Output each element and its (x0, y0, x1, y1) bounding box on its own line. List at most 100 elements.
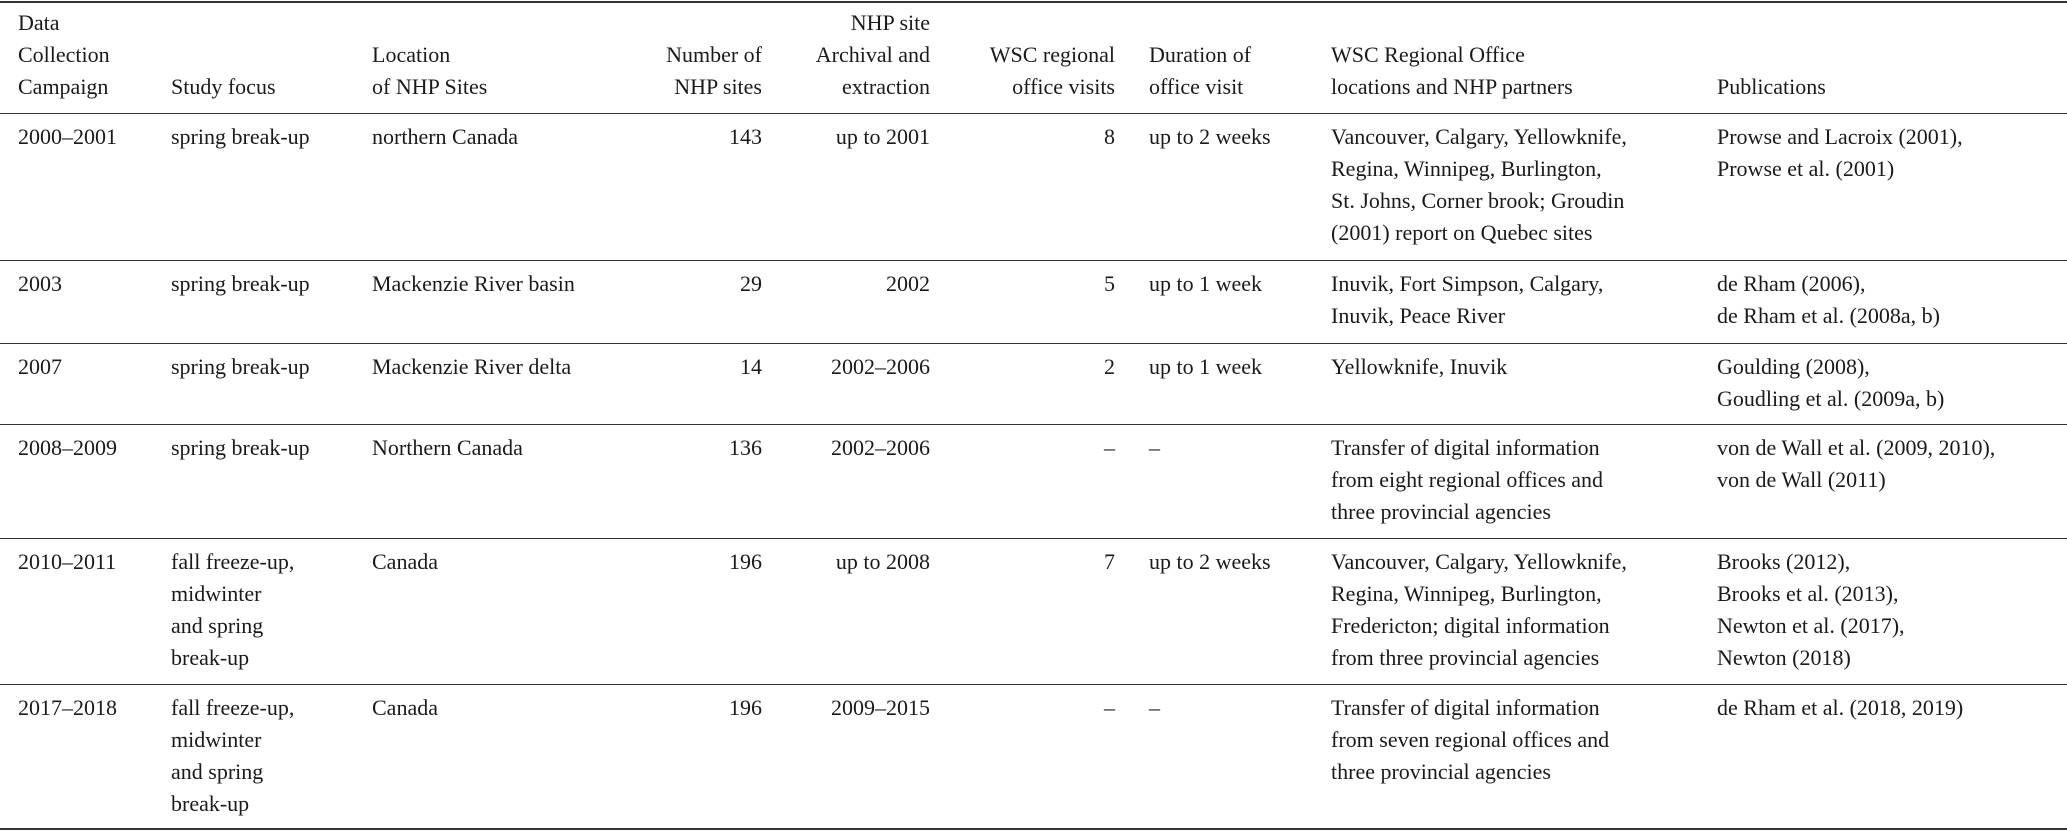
cell-text: Goulding (2008), (1717, 354, 1870, 379)
cell-text: Northern Canada (372, 435, 523, 460)
row-rule (0, 260, 2067, 261)
cell-text: St. Johns, Corner brook; Groudin (1331, 188, 1625, 213)
cell-text: Newton et al. (2017), (1717, 613, 1905, 638)
cell-text: 2002 (886, 271, 930, 296)
cell-text: 5 (1104, 271, 1115, 296)
cell-text: Vancouver, Calgary, Yellowknife, (1331, 124, 1627, 149)
cell-text: up to 2001 (835, 124, 930, 149)
cell-text: Mackenzie River basin (372, 271, 575, 296)
cell-text: – (1149, 435, 1160, 460)
cell-text: break-up (171, 645, 250, 670)
cell-text: Mackenzie River delta (372, 354, 572, 379)
cell-text: Newton (2018) (1717, 645, 1851, 670)
cell-text: midwinter (171, 727, 262, 752)
cell-text: – (1149, 695, 1160, 720)
header-text: NHP site (850, 10, 930, 35)
cell-text: 2010–2011 (18, 549, 117, 574)
cell-text: up to 1 week (1149, 354, 1263, 379)
cell-text: Brooks (2012), (1717, 549, 1851, 574)
cell-text: up to 2 weeks (1149, 124, 1271, 149)
header-text: Publications (1717, 74, 1826, 99)
cell-text: Prowse and Lacroix (2001), (1717, 124, 1963, 149)
cell-text: Transfer of digital information (1331, 435, 1600, 460)
header-text: Location (372, 42, 451, 67)
header-text: Collection (18, 42, 110, 67)
cell-text: 136 (729, 435, 762, 460)
cell-text: 2007 (18, 354, 62, 379)
cell-text: three provincial agencies (1331, 499, 1551, 524)
cell-text: Yellowknife, Inuvik (1331, 354, 1508, 379)
cell-text: 196 (729, 549, 762, 574)
header-text: NHP sites (674, 74, 762, 99)
cell-text: 2003 (18, 271, 62, 296)
cell-text: von de Wall et al. (2009, 2010), (1717, 435, 1996, 460)
header-text: Campaign (18, 74, 109, 99)
cell-text: Inuvik, Fort Simpson, Calgary, (1331, 271, 1604, 296)
cell-text: 2002–2006 (831, 354, 930, 379)
cell-text: 14 (740, 354, 762, 379)
cell-text: de Rham et al. (2018, 2019) (1717, 695, 1964, 720)
cell-text: Canada (372, 549, 438, 574)
header-text: office visit (1149, 74, 1244, 99)
header-text: Data (18, 10, 60, 35)
cell-text: 29 (740, 271, 762, 296)
header-text: WSC regional (989, 42, 1115, 67)
cell-text: von de Wall (2011) (1717, 467, 1886, 492)
header-text: locations and NHP partners (1331, 74, 1573, 99)
header-text: extraction (842, 74, 930, 99)
cell-text: Fredericton; digital information (1331, 613, 1610, 638)
cell-text: 8 (1104, 124, 1115, 149)
header-text: Number of (666, 42, 762, 67)
cell-text: 196 (729, 695, 762, 720)
cell-text: up to 2008 (835, 549, 930, 574)
cell-text: midwinter (171, 581, 262, 606)
cell-text: and spring (171, 759, 264, 784)
header-text: WSC Regional Office (1331, 42, 1525, 67)
header-text: Archival and (815, 42, 930, 67)
cell-text: 143 (729, 124, 762, 149)
cell-text: de Rham (2006), (1717, 271, 1866, 296)
cell-text: northern Canada (372, 124, 518, 149)
cell-text: spring break-up (171, 435, 310, 460)
cell-text: Regina, Winnipeg, Burlington, (1331, 581, 1602, 606)
cell-text: Canada (372, 695, 438, 720)
cell-text: – (1104, 435, 1115, 460)
cell-text: 2000–2001 (18, 124, 117, 149)
cell-text: and spring (171, 613, 264, 638)
cell-text: Regina, Winnipeg, Burlington, (1331, 156, 1602, 181)
header-rule (0, 113, 2067, 114)
row-rule (0, 424, 2067, 425)
row-rule (0, 538, 2067, 539)
cell-text: Prowse et al. (2001) (1717, 156, 1895, 181)
cell-text: 2 (1104, 354, 1115, 379)
cell-text: (2001) report on Quebec sites (1331, 220, 1593, 245)
cell-text: fall freeze-up, (171, 549, 295, 574)
header-text: Study focus (171, 74, 276, 99)
row-rule (0, 343, 2067, 344)
header-text: of NHP Sites (372, 74, 488, 99)
cell-text: Brooks et al. (2013), (1717, 581, 1899, 606)
cell-text: spring break-up (171, 124, 310, 149)
cell-text: 2017–2018 (18, 695, 117, 720)
cell-text: 2002–2006 (831, 435, 930, 460)
top-rule (0, 1, 2067, 3)
cell-text: Transfer of digital information (1331, 695, 1600, 720)
cell-text: Goudling et al. (2009a, b) (1717, 386, 1945, 411)
cell-text: three provincial agencies (1331, 759, 1551, 784)
cell-text: up to 2 weeks (1149, 549, 1271, 574)
cell-text: 7 (1104, 549, 1115, 574)
cell-text: from three provincial agencies (1331, 645, 1600, 670)
header-text: office visits (1012, 74, 1115, 99)
cell-text: Inuvik, Peace River (1331, 303, 1506, 328)
cell-text: Vancouver, Calgary, Yellowknife, (1331, 549, 1627, 574)
cell-text: 2008–2009 (18, 435, 117, 460)
cell-text: fall freeze-up, (171, 695, 295, 720)
cell-text: from eight regional offices and (1331, 467, 1604, 492)
cell-text: up to 1 week (1149, 271, 1263, 296)
cell-text: 2009–2015 (831, 695, 930, 720)
cell-text: break-up (171, 791, 250, 816)
cell-text: from seven regional offices and (1331, 727, 1610, 752)
row-rule (0, 684, 2067, 685)
cell-text: de Rham et al. (2008a, b) (1717, 303, 1940, 328)
